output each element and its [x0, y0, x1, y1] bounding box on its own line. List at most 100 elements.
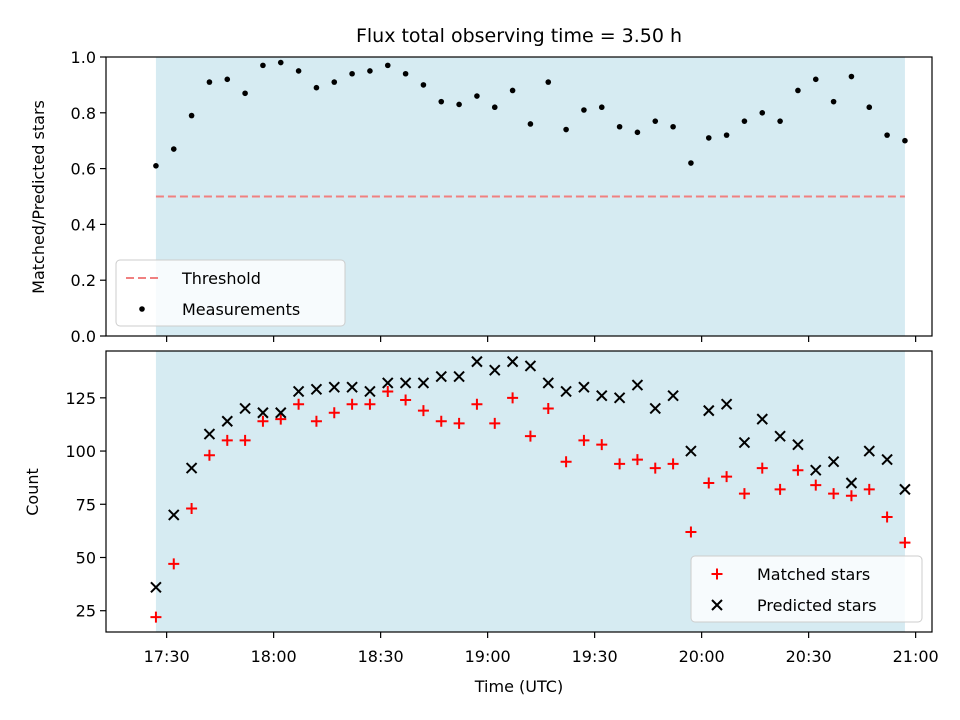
data-point	[420, 82, 427, 88]
predicted-marker	[346, 381, 358, 393]
data-point	[598, 104, 605, 111]
data-point	[705, 135, 712, 141]
y-axis-title-count: Count	[23, 468, 42, 516]
matched-marker	[828, 488, 840, 500]
predicted-marker	[774, 430, 786, 442]
predicted-marker	[542, 377, 554, 389]
matched-marker	[667, 458, 679, 470]
matched-marker	[239, 434, 251, 446]
matched-marker	[721, 471, 733, 483]
matched-marker	[346, 398, 358, 410]
data-point	[759, 110, 766, 116]
matched-marker	[631, 454, 643, 466]
legend-predicted-swatch	[711, 599, 723, 611]
data-point	[153, 163, 159, 169]
data-point	[866, 104, 873, 111]
predicted-marker	[613, 392, 626, 404]
predicted-marker	[453, 370, 465, 383]
x-axis-title: Time (UTC)	[474, 677, 563, 696]
panel-count: 25 50 75 100 125 17:30 18:00 18:30 19:00 19:30 20:…	[65, 350, 939, 666]
predicted-marker	[560, 385, 572, 398]
matched-marker	[453, 417, 465, 429]
y-tick-label: 50	[76, 548, 96, 567]
data-point	[295, 68, 302, 74]
matched-marker	[542, 402, 554, 414]
matched-marker	[614, 458, 626, 470]
data-point	[741, 118, 748, 124]
data-point	[206, 79, 213, 85]
x-tick-label: 21:00	[893, 647, 939, 666]
data-point	[509, 87, 516, 94]
predicted-marker	[292, 385, 305, 398]
y-tick-label: 75	[76, 495, 96, 514]
data-point	[491, 104, 498, 111]
y-tick-label: 0.6	[71, 160, 96, 179]
data-point	[902, 137, 908, 144]
legend: Matched stars Predicted stars	[690, 555, 923, 623]
matched-marker	[310, 415, 322, 427]
chart-title: Flux total observing time = 3.50 h	[356, 25, 682, 47]
x-tick-label: 19:30	[572, 647, 618, 666]
predicted-marker	[399, 377, 412, 389]
matched-marker	[863, 483, 875, 495]
matched-marker	[578, 434, 590, 446]
matched-marker	[792, 464, 804, 476]
axes-frame	[105, 56, 933, 337]
data-point	[331, 79, 338, 85]
data-point	[367, 68, 373, 74]
matched-marker	[328, 407, 340, 419]
data-point	[688, 160, 694, 166]
matched-marker	[275, 413, 287, 425]
y-tick-label: 1.0	[71, 48, 96, 67]
predicted-marker	[881, 453, 893, 466]
matched-marker	[186, 503, 198, 515]
matched-marker	[489, 417, 501, 429]
predicted-marker	[596, 389, 608, 402]
predicted-marker	[631, 379, 644, 391]
data-point	[277, 59, 284, 66]
legend-box	[115, 259, 346, 327]
x-tick-label: 20:30	[786, 647, 832, 666]
predicted-marker	[720, 398, 733, 410]
data-point	[830, 98, 837, 105]
predicted-marker	[685, 445, 697, 457]
predicted-marker	[168, 509, 180, 521]
data-point	[224, 76, 231, 83]
legend-label: Matched stars	[757, 565, 870, 584]
data-point	[438, 98, 445, 105]
matched-marker	[507, 392, 519, 404]
y-tick-label: 25	[76, 602, 96, 621]
matched-marker	[756, 462, 768, 474]
axes-frame	[105, 350, 933, 633]
matched-marker	[524, 430, 536, 442]
y-tick-label: 0.8	[71, 104, 96, 123]
matched-marker	[400, 394, 412, 406]
data-point	[616, 123, 623, 130]
y-tick-label: 0.0	[71, 327, 96, 346]
data-point	[349, 70, 355, 77]
data-point	[188, 112, 195, 119]
predicted-marker	[150, 581, 162, 594]
matched-marker	[596, 439, 608, 451]
predicted-marker	[221, 415, 233, 427]
matched-marker	[203, 449, 215, 461]
data-point	[170, 146, 177, 152]
predicted-marker	[863, 445, 875, 457]
predicted-marker	[792, 438, 804, 451]
y-tick-label: 125	[65, 389, 96, 408]
matched-marker	[649, 462, 661, 474]
matched-marker	[435, 415, 447, 427]
data-point	[723, 132, 730, 138]
predicted-marker	[703, 404, 715, 417]
data-point	[670, 123, 676, 130]
predicted-marker	[524, 360, 537, 372]
data-point	[545, 79, 552, 85]
legend-box	[690, 555, 923, 623]
predicted-marker	[471, 355, 483, 368]
matched-marker	[221, 434, 233, 446]
x-tick-label: 17:30	[144, 647, 190, 666]
predicted-marker	[435, 370, 447, 383]
matched-marker	[168, 558, 180, 570]
legend-label: Measurements	[182, 300, 300, 319]
